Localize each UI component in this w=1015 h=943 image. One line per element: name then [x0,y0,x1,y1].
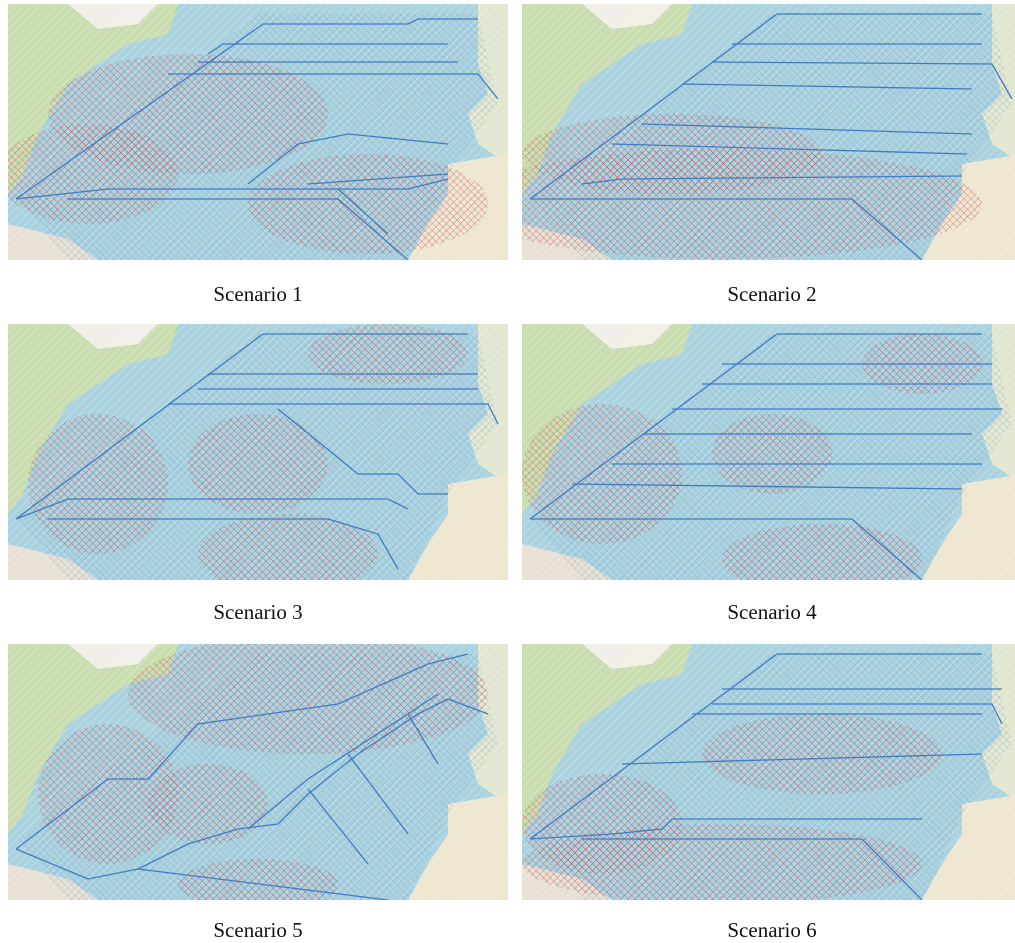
map-panel [8,4,508,260]
caption: Scenario 4 [522,600,1015,625]
risk-area [712,414,832,494]
risk-area [522,114,822,194]
risk-area [308,324,468,384]
caption: Scenario 3 [8,600,508,625]
risk-area [28,414,168,554]
map-panel [522,644,1015,900]
map-panel [522,324,1015,580]
map-panel [522,4,1015,260]
figure: Scenario 1 Scenario 2 Scenario 3 Scenario 4… [0,0,1015,943]
risk-area [48,54,328,174]
map-panel [8,324,508,580]
risk-area [522,774,682,874]
map-panel [8,644,508,900]
caption: Scenario 1 [8,282,508,307]
caption: Scenario 5 [8,918,508,943]
caption: Scenario 2 [522,282,1015,307]
risk-area [148,764,268,844]
risk-area [522,404,682,544]
risk-area [702,714,942,794]
risk-area [248,154,488,254]
caption: Scenario 6 [522,918,1015,943]
